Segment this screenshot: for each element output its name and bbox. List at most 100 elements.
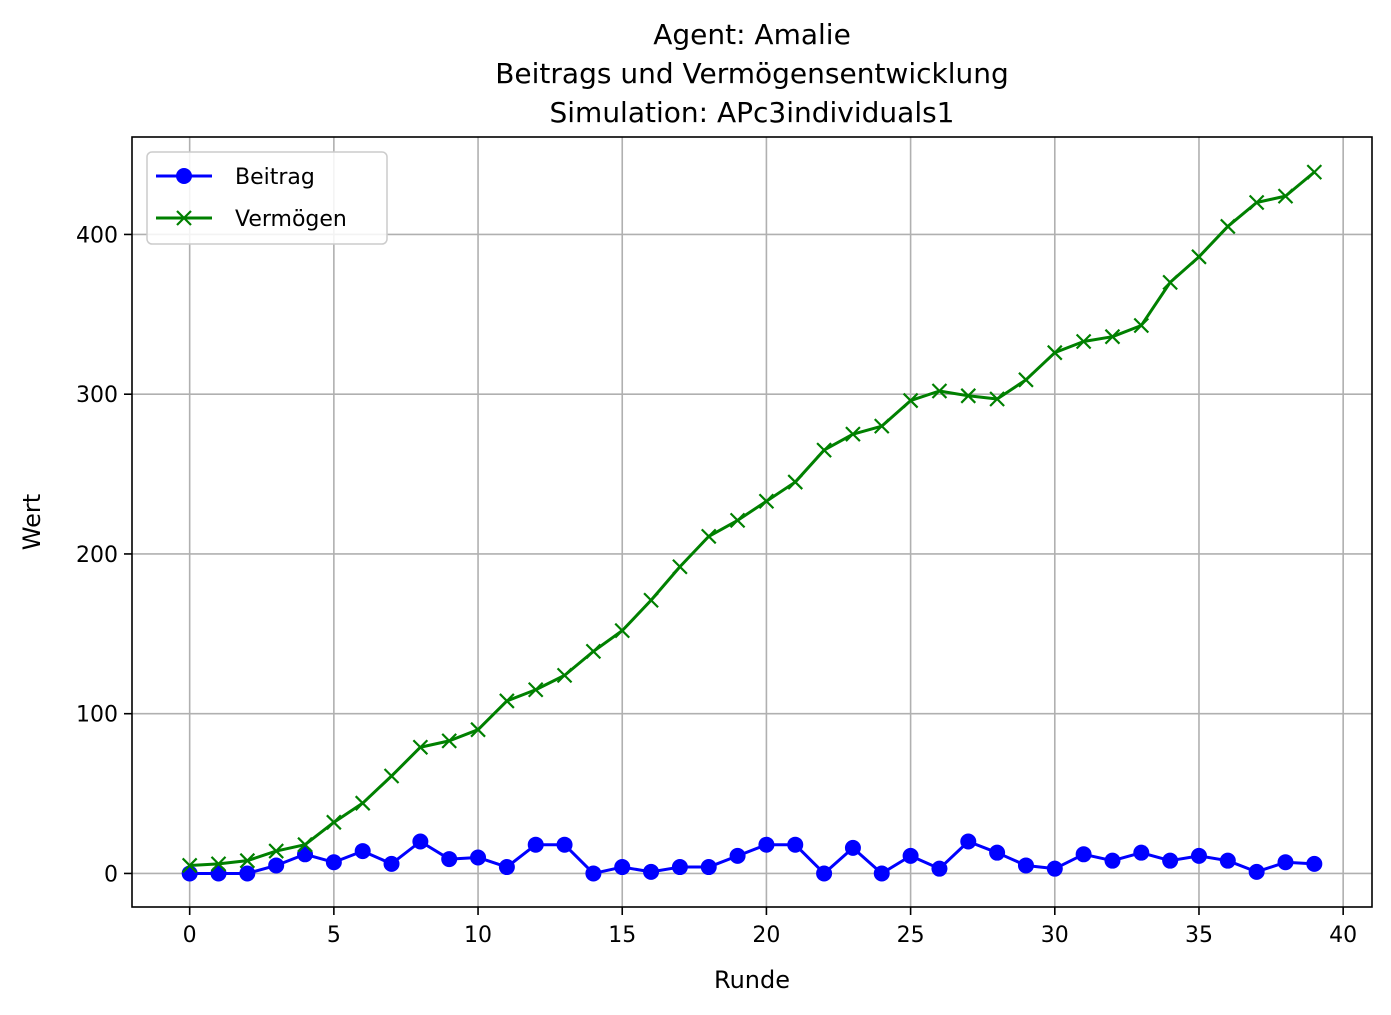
- data-point: [960, 833, 977, 850]
- data-point: [1220, 218, 1236, 235]
- data-point: [902, 847, 919, 864]
- data-point: [498, 859, 515, 876]
- data-point: [556, 836, 573, 853]
- data-point: [643, 863, 660, 880]
- data-point: [268, 857, 285, 874]
- data-point: [326, 814, 342, 831]
- data-point: [441, 733, 457, 749]
- data-point: [268, 843, 284, 859]
- x-tick-label: 0: [183, 923, 197, 948]
- data-point: [412, 833, 429, 850]
- data-point: [383, 768, 400, 784]
- data-point: [1104, 328, 1121, 345]
- data-point: [700, 859, 717, 876]
- y-tick-label: 100: [76, 703, 118, 728]
- data-point: [1306, 164, 1323, 180]
- data-point: [1248, 194, 1265, 211]
- plot-frame: [131, 136, 1373, 908]
- data-point: [1133, 844, 1150, 861]
- data-point: [844, 839, 861, 856]
- data-point: [1191, 249, 1207, 265]
- data-point: [700, 528, 717, 545]
- data-point: [729, 847, 746, 864]
- legend-marker-beitrag: [176, 168, 192, 184]
- data-point: [989, 391, 1005, 407]
- data-point: [816, 442, 832, 458]
- data-point: [931, 860, 948, 877]
- x-tick-label: 40: [1329, 923, 1357, 948]
- x-tick-label: 5: [327, 923, 341, 948]
- data-point: [1162, 852, 1179, 869]
- y-tick-label: 0: [104, 862, 118, 887]
- data-point: [873, 865, 890, 882]
- data-point: [1133, 317, 1150, 334]
- data-point: [643, 592, 659, 609]
- chart-title-line-2: Beitrags und Vermögensentwicklung: [495, 57, 1009, 90]
- data-point: [239, 852, 256, 869]
- data-point: [787, 836, 804, 853]
- data-point: [585, 643, 602, 660]
- data-point: [614, 859, 631, 876]
- data-point: [470, 721, 486, 738]
- data-point: [181, 857, 198, 874]
- data-point: [1075, 846, 1092, 863]
- data-point: [1162, 274, 1178, 291]
- x-tick-label: 25: [897, 923, 925, 948]
- data-point: [1190, 847, 1207, 864]
- data-point: [787, 474, 804, 490]
- data-point: [1017, 857, 1034, 874]
- data-point: [354, 843, 371, 860]
- data-point: [585, 865, 602, 882]
- series-line: [189, 840, 1315, 875]
- legend: Beitrag Vermögen: [146, 151, 388, 245]
- grid-lines: [132, 137, 1372, 907]
- data-point: [412, 739, 429, 756]
- y-tick-label: 200: [76, 543, 118, 568]
- data-point: [614, 622, 631, 639]
- data-point: [902, 392, 919, 409]
- series-layer: [181, 164, 1323, 882]
- data-point: [556, 667, 573, 684]
- data-point: [210, 865, 227, 882]
- x-tick-label: 10: [464, 923, 492, 948]
- data-point: [181, 865, 198, 882]
- data-point: [325, 854, 342, 871]
- data-point: [210, 856, 227, 872]
- data-point: [1075, 333, 1092, 350]
- data-point: [758, 493, 775, 510]
- data-point: [527, 681, 544, 698]
- legend-label-vermoegen: Vermögen: [235, 207, 347, 232]
- x-axis-label: Runde: [714, 966, 790, 994]
- data-point: [671, 859, 688, 876]
- y-tick-label: 400: [76, 223, 118, 248]
- data-point: [527, 836, 544, 853]
- y-axis-label: Wert: [18, 494, 46, 550]
- data-point: [1277, 188, 1294, 204]
- data-point: [931, 383, 948, 399]
- data-point: [441, 851, 458, 868]
- data-point: [1277, 854, 1294, 871]
- x-tick-label: 30: [1041, 923, 1069, 948]
- legend-label-beitrag: Beitrag: [235, 165, 315, 190]
- data-point: [845, 426, 861, 442]
- data-point: [383, 855, 400, 872]
- data-point: [989, 844, 1006, 861]
- x-tick-label: 35: [1185, 923, 1213, 948]
- x-tick-label: 20: [752, 923, 780, 948]
- data-point: [873, 418, 890, 434]
- data-point: [729, 512, 746, 529]
- data-point: [239, 865, 256, 882]
- data-point: [960, 388, 977, 404]
- data-point: [758, 836, 775, 853]
- data-point: [499, 693, 515, 709]
- data-point: [672, 558, 688, 575]
- data-point: [1018, 372, 1034, 388]
- series-vermoegen: [181, 164, 1323, 874]
- chart-title-line-3: Simulation: APc3individuals1: [549, 96, 954, 129]
- data-point: [297, 846, 314, 863]
- data-point: [354, 795, 371, 811]
- chart-title-line-1: Agent: Amalie: [653, 18, 851, 51]
- data-point: [470, 849, 487, 866]
